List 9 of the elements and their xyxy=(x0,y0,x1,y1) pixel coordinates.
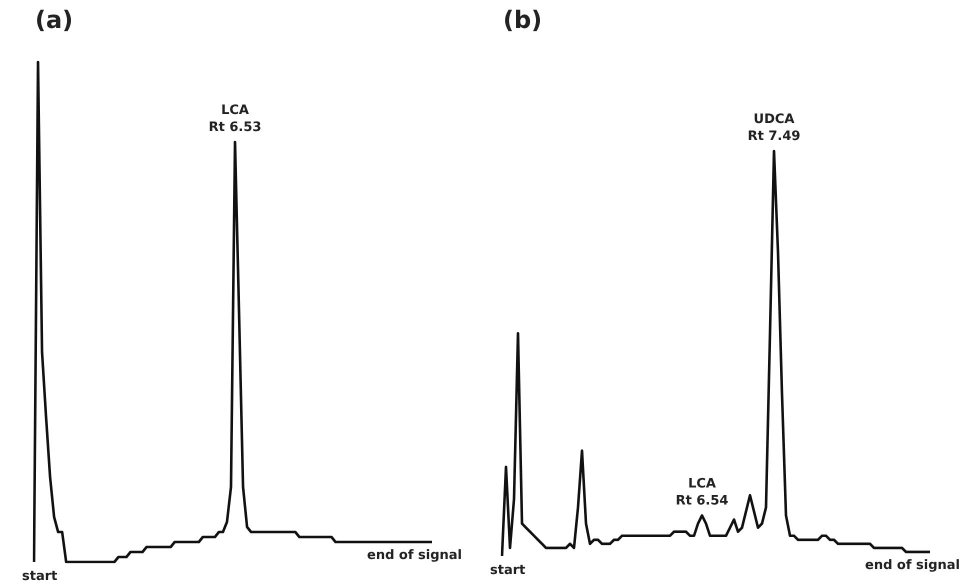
text: end of signal xyxy=(865,558,960,573)
text: start xyxy=(490,562,526,578)
chart-title: (a) xyxy=(35,6,74,34)
text: start xyxy=(22,568,58,584)
annotation: end of signal xyxy=(367,548,462,563)
annotation: UDCA Rt 7.49 xyxy=(748,112,800,144)
annotation: LCA Rt 6.53 xyxy=(208,102,262,135)
chart-title: (b) xyxy=(503,6,542,34)
annotation: LCA Rt 6.54 xyxy=(676,476,728,508)
